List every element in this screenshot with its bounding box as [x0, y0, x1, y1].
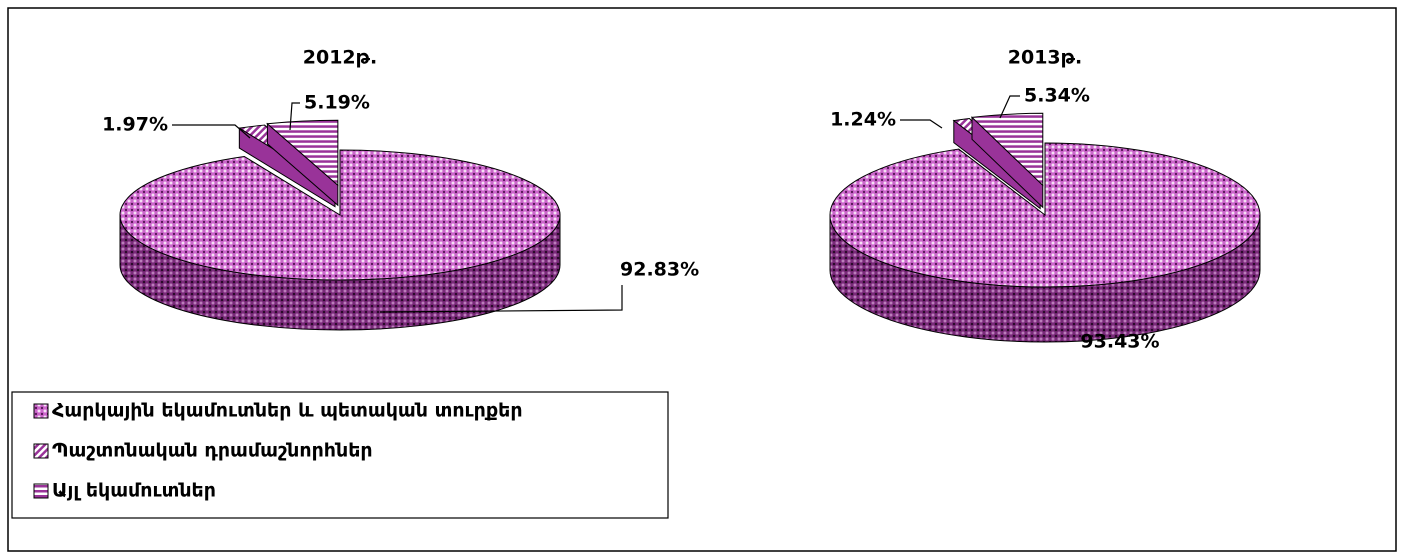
leader-line — [289, 102, 300, 131]
pie-slice — [829, 142, 1261, 343]
leader-line — [900, 119, 943, 129]
leader-line — [999, 95, 1020, 119]
pie-slice — [266, 119, 339, 207]
legend-swatch — [33, 443, 49, 459]
legend-label: Հարկային եկամուտներ և պետական տուրքեր — [52, 400, 523, 422]
data-label: 1.24% — [830, 109, 896, 131]
data-label: 93.43% — [1080, 331, 1159, 353]
pie-top — [266, 119, 339, 187]
data-label: 1.97% — [102, 114, 168, 136]
legend-swatch — [33, 483, 49, 499]
legend-label: Այլ եկամուտներ — [52, 480, 216, 502]
leader-line — [379, 285, 623, 313]
leader-line — [172, 124, 251, 139]
legend-swatch — [33, 403, 49, 419]
chart-title: 2013թ. — [1008, 47, 1082, 69]
pie-top — [970, 112, 1044, 187]
chart-title: 2012թ. — [303, 47, 377, 69]
legend-label: Պաշտոնական դրամաշնորհներ — [52, 440, 373, 462]
data-label: 5.34% — [1024, 85, 1090, 107]
pie-top — [829, 142, 1261, 288]
data-label: 92.83% — [620, 259, 699, 281]
pie-slice — [119, 149, 561, 331]
data-label: 5.19% — [304, 92, 370, 114]
pie-top — [119, 149, 561, 281]
legend-box — [11, 391, 669, 519]
pie-slice — [970, 112, 1044, 209]
